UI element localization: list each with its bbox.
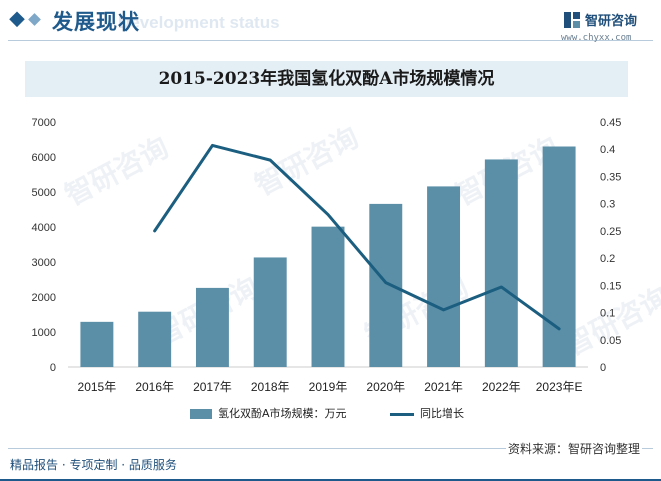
growth-line (153, 143, 561, 331)
brand-logo-icon (564, 12, 580, 28)
x-tick-label: 2018年 (251, 380, 290, 394)
legend-line-swatch (390, 413, 414, 416)
x-tick-label: 2015年 (78, 380, 117, 394)
legend-line-label: 同比增长 (420, 407, 464, 420)
header-divider (8, 40, 653, 41)
footer-slogan: 精品报告 · 专项定制 · 品质服务 (10, 458, 177, 472)
line-point (443, 309, 445, 311)
source-note: 资料来源：智研咨询整理 (506, 440, 643, 457)
right-tick-label: 0.35 (600, 171, 621, 183)
chart: 0 1000 2000 3000 4000 5000 6000 7000 0 0.05 0.1 0.… (32, 117, 622, 394)
x-axis-labels: 2015年 2016年 2017年 2018年 2019年 2020年 2021年 2022年… (78, 380, 583, 394)
brand-url: www.chyxx.com (561, 33, 632, 43)
x-tick-label: 2019年 (309, 380, 348, 394)
left-tick-label: 4000 (32, 222, 56, 234)
line-point (385, 282, 387, 284)
line-series (153, 143, 561, 331)
header: Development status 发展现状 智研咨询 www.chyxx.c… (0, 0, 661, 44)
section-subtitle: Development status (118, 13, 280, 32)
left-tick-label: 7000 (32, 117, 56, 129)
left-tick-label: 5000 (32, 187, 56, 199)
line-point (500, 286, 502, 288)
right-tick-label: 0.1 (600, 308, 615, 320)
legend-bar-label: 氢化双酚A市场规模：万元 (218, 407, 347, 420)
bar (484, 159, 518, 367)
chart-title: 2015-2023年我国氢化双酚A市场规模情况 (158, 69, 495, 89)
x-tick-label: 2020年 (366, 380, 405, 394)
line-point (269, 159, 271, 161)
right-tick-label: 0.4 (600, 144, 615, 156)
right-tick-label: 0.25 (600, 226, 621, 238)
footer-bar (0, 479, 661, 481)
bar (427, 186, 461, 367)
bar-series (80, 146, 576, 367)
x-tick-label: 2017年 (193, 380, 232, 394)
right-tick-label: 0.2 (600, 253, 615, 265)
x-tick-label: 2021年 (424, 380, 463, 394)
right-axis: 0 0.05 0.1 0.15 0.2 0.25 0.3 0.35 0.4 0.45 (600, 117, 621, 374)
left-tick-label: 3000 (32, 257, 56, 269)
right-tick-label: 0.45 (600, 117, 621, 129)
left-axis: 0 1000 2000 3000 4000 5000 6000 7000 (32, 117, 56, 374)
diamond-accent-icon (28, 13, 41, 26)
legend-bar-swatch (190, 409, 212, 419)
brand-name: 智研咨询 (585, 14, 638, 29)
bar (311, 226, 345, 367)
diamond-icon (9, 11, 25, 28)
section-title: 发展现状 (52, 10, 140, 34)
line-point (211, 144, 213, 146)
left-tick-label: 1000 (32, 327, 56, 339)
bar (138, 311, 172, 367)
left-tick-label: 6000 (32, 152, 56, 164)
bar (195, 287, 229, 367)
x-tick-label: 2022年 (482, 380, 521, 394)
chart-title-band: 2015-2023年我国氢化双酚A市场规模情况 (25, 61, 628, 97)
bar (542, 146, 576, 367)
bar (369, 203, 403, 367)
x-tick-label: 2016年 (135, 380, 174, 394)
left-tick-label: 0 (50, 362, 56, 374)
right-tick-label: 0.05 (600, 335, 621, 347)
bar (253, 257, 287, 367)
line-point (154, 230, 156, 232)
bar (80, 321, 114, 367)
source-divider (8, 448, 653, 449)
right-tick-label: 0 (600, 362, 606, 374)
line-point (327, 214, 329, 216)
left-tick-label: 2000 (32, 292, 56, 304)
right-tick-label: 0.15 (600, 280, 621, 292)
x-tick-label: 2023年E (536, 380, 583, 394)
right-tick-label: 0.3 (600, 199, 615, 211)
line-point (558, 328, 560, 330)
